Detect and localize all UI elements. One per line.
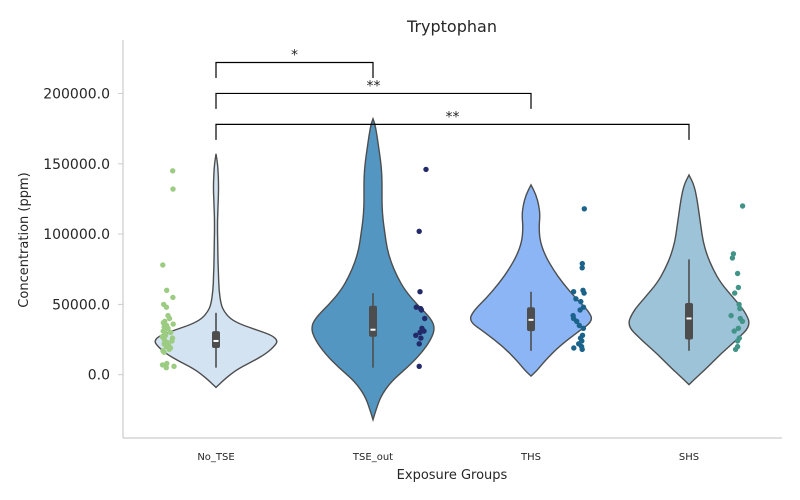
strip-point (728, 312, 734, 319)
y-tick-label: 200000.0 (43, 86, 110, 102)
strip-point (739, 203, 746, 209)
strip-point (416, 341, 422, 347)
significance-label: * (291, 48, 298, 64)
strip-point (413, 304, 419, 310)
violin-group (311, 116, 435, 423)
violin-group (628, 173, 750, 386)
x-tick-label: SHS (679, 452, 699, 463)
violin-body (469, 183, 593, 378)
violin-iqr-box (369, 305, 377, 337)
strip-point (423, 166, 429, 173)
y-tick-label: 100000.0 (43, 227, 110, 243)
strip-point (413, 332, 419, 338)
strip-point (571, 345, 577, 351)
strip-point (418, 307, 425, 313)
strip-point (574, 318, 580, 324)
violin-iqr-box (685, 302, 693, 340)
strip-point (418, 335, 424, 341)
chart-title: Tryptophan (406, 17, 497, 36)
strip-point (573, 296, 579, 302)
x-tick-label: THS (520, 452, 541, 463)
violin-group (469, 183, 593, 378)
strip-point (166, 346, 172, 353)
strip-point (580, 325, 587, 331)
strip-point (579, 260, 585, 267)
strip-point (734, 270, 741, 277)
strip-point (737, 305, 743, 312)
violin-body (311, 116, 435, 423)
violin-body (154, 153, 278, 389)
strip-point (581, 290, 587, 296)
strip-point (171, 363, 177, 369)
strip-point (577, 307, 583, 313)
x-tick-label: TSE_out (352, 452, 393, 463)
y-axis-label: Concentration (ppm) (17, 172, 32, 307)
strip-point (579, 265, 585, 271)
strip-point (163, 304, 170, 310)
strip-point (164, 287, 170, 293)
strip-point (730, 251, 737, 257)
strip-point (578, 298, 584, 305)
strip-point (159, 362, 166, 368)
strip-point (170, 186, 176, 192)
strip-point (735, 325, 742, 331)
strip-point (170, 168, 176, 174)
strip-point (581, 206, 587, 212)
x-tick-label: No_TSE (197, 452, 234, 463)
strip-point (168, 329, 174, 336)
y-tick-label: 0.0 (88, 368, 110, 384)
strip-point (170, 321, 176, 327)
y-tick-labels: 0.0 50000.0 100000.0 150000.0 200000.0 (43, 86, 123, 384)
strip-point (161, 349, 167, 355)
strip-point (417, 289, 423, 295)
significance-annotations: ***** (215, 48, 690, 140)
strip-point (416, 228, 422, 234)
violins-layer (154, 116, 750, 423)
strip-point (166, 315, 173, 322)
significance-label: ** (367, 78, 381, 94)
significance-label: ** (446, 109, 460, 125)
strip-point (732, 290, 738, 296)
violin-median (686, 317, 692, 320)
strip-point (729, 255, 736, 261)
strip-point (170, 294, 176, 301)
strip-point (417, 329, 423, 336)
x-axis-label: Exposure Groups (397, 468, 508, 483)
strip-point (739, 318, 746, 324)
strip-point (163, 365, 169, 371)
strip-point (164, 360, 170, 367)
strip-point (576, 322, 582, 329)
significance-bracket (215, 92, 532, 109)
strip-point (734, 338, 741, 344)
x-tick-labels: No_TSE TSE_out THS SHS (197, 452, 699, 463)
strip-point (732, 346, 739, 353)
strip-point (731, 328, 737, 334)
violin-iqr-box (212, 331, 220, 348)
strip-point (169, 338, 175, 344)
strip-point (416, 363, 422, 369)
y-tick-label: 150000.0 (43, 157, 110, 173)
strip-point (160, 262, 166, 268)
significance-bracket (215, 61, 374, 78)
strip-point (735, 284, 742, 291)
strip-point (422, 315, 428, 322)
strip-point (736, 301, 742, 308)
significance-bracket (215, 123, 690, 140)
violin-group (154, 153, 278, 389)
violin-median (213, 339, 219, 342)
y-tick-label: 50000.0 (52, 297, 110, 313)
violin-median (370, 328, 376, 331)
violin-median (528, 318, 534, 321)
strip-point (570, 289, 577, 295)
strip-point (579, 346, 585, 353)
